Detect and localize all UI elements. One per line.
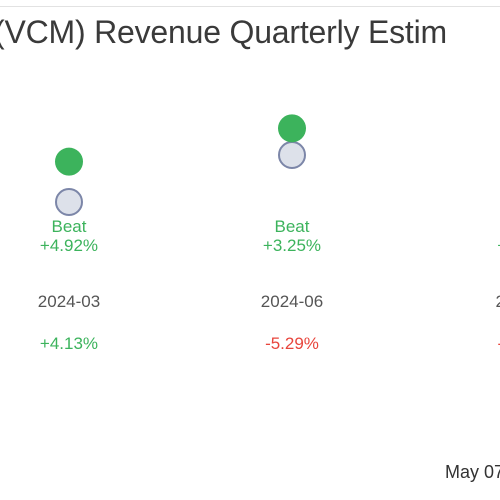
beat-label: Beat: [52, 217, 87, 236]
chart-title: (VCM) Revenue Quarterly Estim: [0, 14, 447, 50]
surprise-label: +3.25%: [263, 236, 321, 255]
surprise-label: +4.92%: [40, 236, 98, 255]
actual-marker: [55, 147, 83, 176]
growth-label: -7: [497, 334, 500, 353]
actual-marker: [278, 114, 306, 143]
estimate-marker: [55, 188, 83, 216]
period-label: 2024-06: [261, 292, 323, 311]
period-label: 2024-03: [38, 292, 100, 311]
beat-label: Beat: [275, 217, 310, 236]
surprise-label: +(: [497, 236, 500, 255]
estimate-marker: [278, 141, 306, 169]
footer-date: May 07: [444, 462, 500, 482]
growth-label: +4.13%: [40, 334, 98, 353]
growth-label: -5.29%: [265, 334, 319, 353]
period-label: 20: [496, 292, 500, 311]
top-border: [0, 0, 500, 7]
